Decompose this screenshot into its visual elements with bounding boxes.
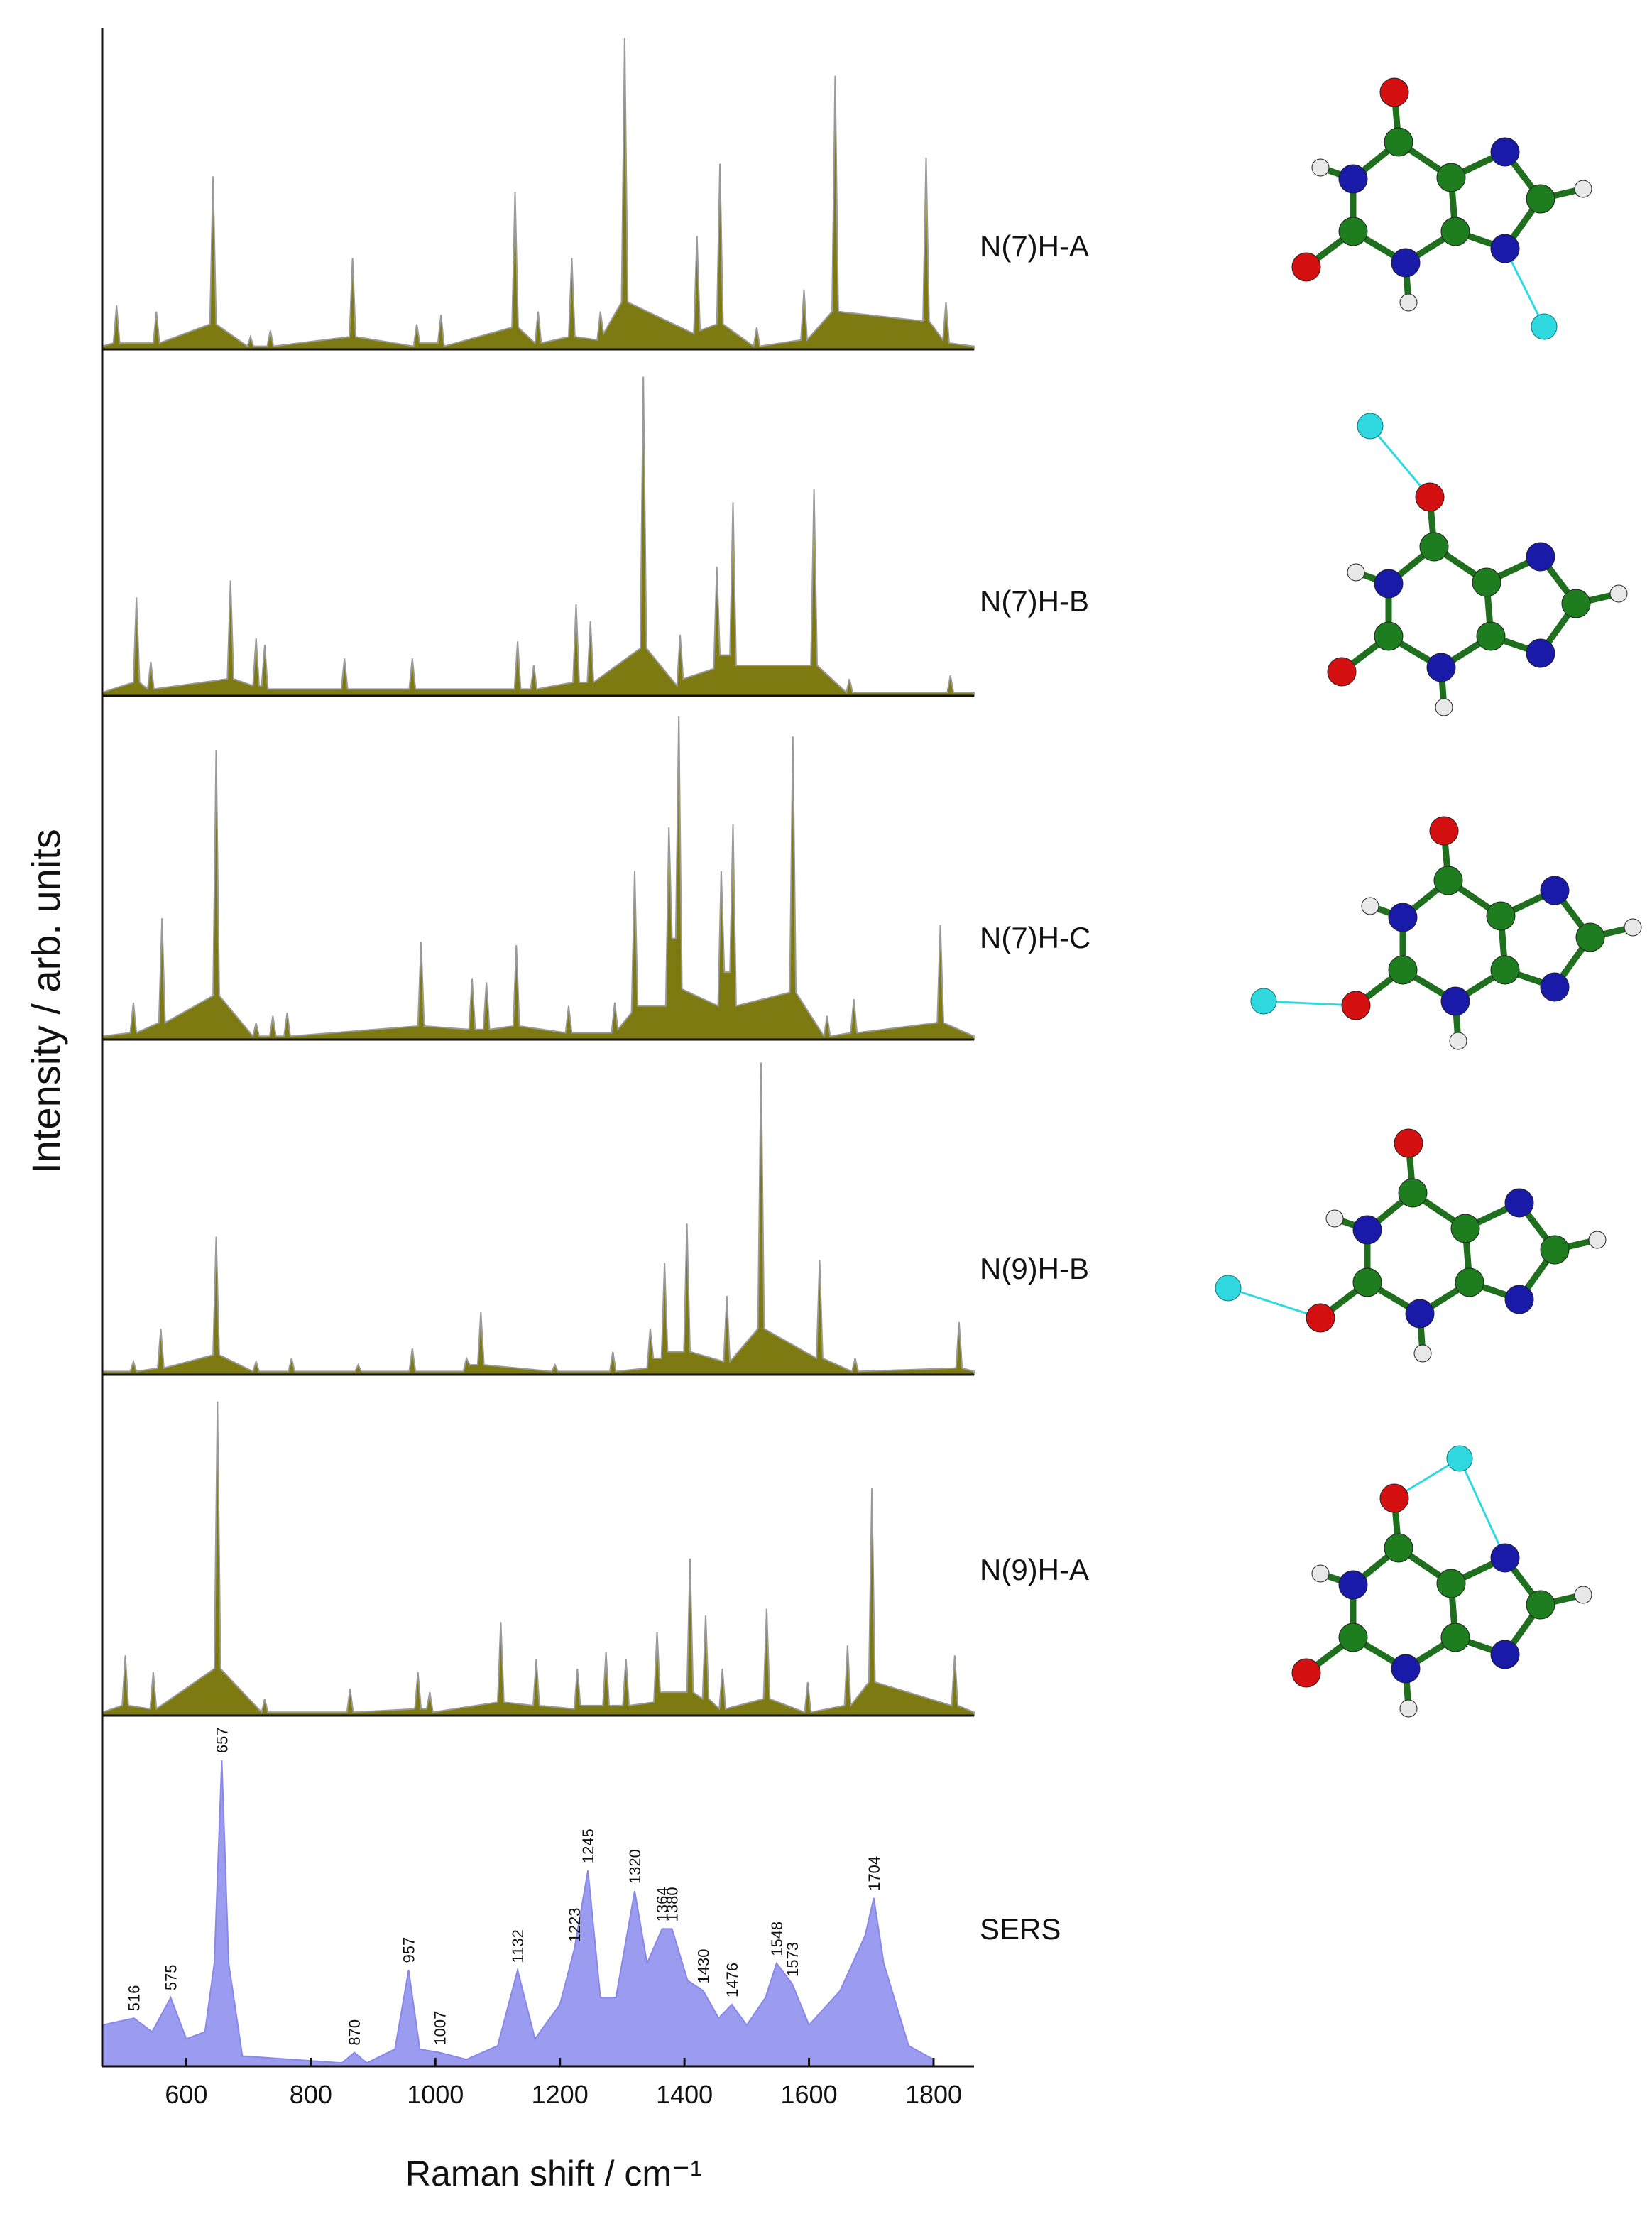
- x-tick-label: 1400: [656, 2080, 713, 2109]
- peak-label: 1573: [784, 1942, 802, 1977]
- panel-label: N(7)H-C: [980, 921, 1090, 954]
- peak-label: 1380: [664, 1887, 682, 1921]
- x-tick-label: 1600: [781, 2080, 838, 2109]
- peak-label: 1320: [626, 1849, 644, 1884]
- spectrum-area: [102, 1401, 975, 1716]
- x-tick-label: 1000: [407, 2080, 464, 2109]
- x-tick-label: 800: [290, 2080, 332, 2109]
- panel-label: SERS: [980, 1912, 1061, 1946]
- panel-label: N(7)H-A: [980, 229, 1089, 263]
- peak-label: 516: [126, 1985, 143, 2012]
- x-tick-label: 1200: [532, 2080, 589, 2109]
- panel-label: N(9)H-A: [980, 1553, 1089, 1586]
- peak-label: 1364: [654, 1887, 672, 1921]
- molecule: [1250, 817, 1641, 1049]
- peak-label: 1223: [566, 1907, 584, 1942]
- spectrum-area: [102, 376, 975, 697]
- spectrum-area: [102, 1062, 975, 1375]
- peak-label: 1704: [865, 1856, 883, 1891]
- peak-label: 575: [162, 1964, 180, 1990]
- molecule: [1292, 1445, 1592, 1717]
- peak-label: 1548: [768, 1921, 786, 1956]
- molecule: [1215, 1129, 1606, 1362]
- peak-label: 1476: [723, 1963, 741, 1997]
- x-tick-label: 1800: [905, 2080, 962, 2109]
- x-axis-label: Raman shift / cm⁻¹: [405, 2154, 702, 2193]
- peak-label: 657: [213, 1727, 231, 1753]
- spectrum-area: [102, 38, 975, 350]
- peak-label: 1430: [694, 1949, 712, 1984]
- panel-label: N(7)H-B: [980, 584, 1089, 618]
- peak-label: 1007: [431, 2011, 449, 2046]
- molecule: [1328, 413, 1627, 716]
- spectrum-area: [102, 1760, 935, 2067]
- spectrum-area: [102, 716, 975, 1040]
- peak-label: 1245: [579, 1828, 597, 1863]
- y-axis-label: Intensity / arb. units: [23, 829, 68, 1174]
- panel-label: N(9)H-B: [980, 1252, 1089, 1285]
- molecule: [1292, 78, 1592, 340]
- x-tick-label: 600: [165, 2080, 207, 2109]
- peak-label: 870: [346, 2019, 363, 2046]
- peak-label: 957: [400, 1937, 418, 1963]
- peak-label: 1132: [509, 1929, 527, 1963]
